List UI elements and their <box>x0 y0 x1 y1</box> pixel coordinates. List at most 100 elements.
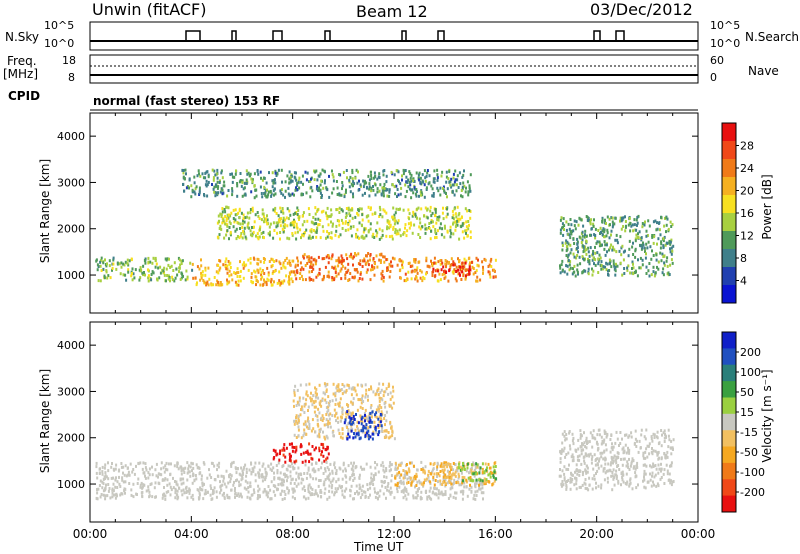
power-cell <box>467 257 470 261</box>
power-cell <box>355 268 358 271</box>
velocity-cell <box>338 404 340 408</box>
velocity-cell <box>398 485 401 489</box>
power-cell <box>457 217 460 221</box>
velocity-cell <box>275 464 278 467</box>
power-cell <box>560 216 563 220</box>
power-cell <box>573 224 576 228</box>
power-cell <box>182 171 185 175</box>
velocity-cell <box>220 474 223 478</box>
power-cell <box>356 181 359 185</box>
freq-tick-bottom: 8 <box>68 71 75 84</box>
power-cell <box>144 261 147 265</box>
velocity-cell <box>468 487 471 491</box>
velocity-cell <box>316 418 319 422</box>
power-cell <box>284 223 287 227</box>
power-cell <box>305 178 308 182</box>
velocity-cell <box>189 465 192 469</box>
velocity-cell <box>325 448 328 452</box>
power-cell <box>314 217 317 221</box>
power-cell <box>278 260 281 264</box>
power-cell <box>620 246 623 250</box>
power-cell <box>293 220 296 224</box>
velocity-cell <box>274 485 277 489</box>
power-cell <box>391 256 394 260</box>
power-cell <box>359 262 362 266</box>
power-cell <box>629 229 632 233</box>
power-cell <box>424 231 427 235</box>
velocity-cell <box>462 462 464 465</box>
velocity-cell <box>142 471 145 475</box>
power-cell <box>281 208 284 212</box>
power-cell <box>338 219 340 223</box>
power-cell <box>310 230 313 234</box>
velocity-cell <box>343 421 346 425</box>
velocity-cell <box>606 480 609 484</box>
power-cell <box>418 260 421 264</box>
velocity-cell <box>164 494 167 498</box>
power-cell <box>371 265 374 268</box>
velocity-cell <box>243 465 246 469</box>
power-cell <box>494 275 497 279</box>
power-cell <box>465 259 468 263</box>
velocity-cell <box>348 386 351 390</box>
velocity-cell <box>361 415 364 419</box>
power-cell <box>298 218 300 221</box>
velocity-cell <box>654 473 657 477</box>
power-cell <box>586 219 589 222</box>
velocity-cell <box>299 383 302 387</box>
power-cell <box>256 211 259 214</box>
velocity-cell <box>185 489 188 493</box>
colorbar-tick-label: 200 <box>740 346 761 359</box>
power-cell <box>237 279 240 283</box>
power-cell <box>314 212 317 216</box>
nsky-spike <box>324 30 331 42</box>
velocity-cell <box>657 471 660 475</box>
velocity-cell <box>399 479 402 483</box>
power-cell <box>112 256 115 260</box>
velocity-cell <box>609 438 612 441</box>
velocity-colorbar-swatch <box>722 381 736 398</box>
velocity-cell <box>110 465 113 469</box>
velocity-cell <box>304 423 307 427</box>
velocity-cell <box>571 453 574 457</box>
power-cell <box>115 267 118 271</box>
velocity-cell <box>223 491 225 495</box>
velocity-cell <box>391 430 394 434</box>
velocity-cell <box>267 491 270 495</box>
power-cell <box>638 230 641 234</box>
power-cell <box>351 177 354 181</box>
power-cell <box>378 227 381 231</box>
power-cell <box>436 168 439 172</box>
power-cell <box>180 262 183 265</box>
velocity-cell <box>611 442 613 446</box>
power-cell <box>242 266 245 270</box>
power-cell <box>593 218 595 222</box>
velocity-cell <box>360 383 363 387</box>
power-cell <box>645 252 647 256</box>
power-cell <box>244 193 247 197</box>
power-cell <box>592 222 595 226</box>
velocity-cell <box>304 432 307 436</box>
power-cell <box>404 169 407 172</box>
velocity-cell <box>389 391 392 395</box>
power-cell <box>223 208 226 211</box>
velocity-cell <box>390 468 392 472</box>
velocity-cell <box>305 450 308 454</box>
velocity-cell <box>299 413 302 417</box>
power-cell <box>352 184 354 187</box>
velocity-cell <box>381 398 384 402</box>
power-cell <box>236 184 239 188</box>
power-cell <box>663 263 666 267</box>
power-cell <box>424 223 427 227</box>
velocity-cell <box>295 414 298 418</box>
velocity-cell <box>213 464 216 468</box>
velocity-cell <box>297 414 300 418</box>
power-cell <box>455 183 458 187</box>
velocity-cell <box>478 487 481 491</box>
power-cell <box>464 269 467 272</box>
velocity-cell <box>610 461 613 465</box>
power-cell <box>577 272 579 276</box>
power-cell <box>389 225 392 229</box>
velocity-cell <box>435 487 438 491</box>
velocity-cell <box>377 405 380 409</box>
